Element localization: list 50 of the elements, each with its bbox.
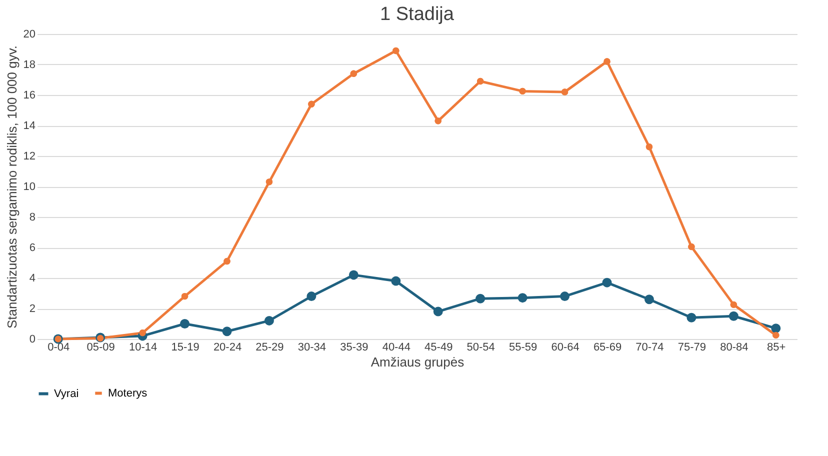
- x-tick-label: 35-39: [340, 342, 368, 354]
- point: [308, 100, 315, 108]
- point: [604, 58, 610, 65]
- x-tick-label: 55-59: [508, 342, 538, 354]
- point: [224, 258, 230, 265]
- y-tick-label: 8: [29, 212, 36, 224]
- point: [646, 144, 653, 150]
- x-tick-label: 80-84: [720, 342, 748, 354]
- y-tick-label: 0: [29, 334, 36, 346]
- point: [688, 243, 695, 250]
- point: [266, 178, 273, 186]
- point: [519, 88, 526, 95]
- y-tick-label: 4: [29, 272, 36, 284]
- y-tick-label: 12: [23, 150, 36, 162]
- point: [392, 47, 400, 54]
- y-tick-label: 16: [23, 90, 36, 102]
- chart-title: 1 Stadija: [380, 4, 454, 25]
- point: [434, 118, 442, 124]
- x-tick-label: 70-74: [636, 342, 664, 354]
- x-tick-label: 85+: [767, 342, 786, 354]
- point: [730, 301, 738, 308]
- x-tick-label: 75-79: [678, 342, 706, 354]
- point: [561, 88, 568, 96]
- x-tick-label: 0-04: [48, 342, 70, 354]
- x-tick-label: 25-29: [256, 342, 284, 354]
- y-axis-title: Standartizuotas sergamimo rodiklis, 100 000 gyv.: [4, 45, 20, 329]
- x-tick-label: 65-69: [593, 342, 622, 354]
- x-tick-label: 10-14: [128, 342, 158, 354]
- point: [139, 330, 146, 336]
- x-tick-label: 15-19: [171, 342, 200, 354]
- point: [350, 70, 358, 77]
- y-tick-label: 20: [23, 28, 36, 40]
- point: [772, 332, 780, 339]
- y-tick-label: 2: [29, 303, 36, 315]
- y-tick-label: 10: [23, 181, 36, 193]
- y-tick-label: 18: [23, 59, 36, 71]
- point: [181, 292, 188, 300]
- x-tick-label: 40-44: [382, 342, 410, 354]
- y-tick-label: 6: [29, 242, 36, 254]
- x-axis-title: Amžiaus grupės: [370, 354, 465, 370]
- x-tick-label: 20-24: [213, 342, 242, 354]
- x-tick-label: 30-34: [298, 342, 326, 354]
- legend-label: Moterys: [108, 387, 148, 400]
- point: [476, 78, 484, 85]
- legend-label: Vyrai: [54, 388, 79, 400]
- x-tick-label: 60-64: [551, 342, 580, 354]
- x-tick-label: 45-49: [424, 342, 453, 354]
- y-tick-label: 14: [23, 120, 36, 132]
- x-tick-label: 50-54: [466, 342, 495, 354]
- x-tick-label: 05-09: [86, 342, 115, 354]
